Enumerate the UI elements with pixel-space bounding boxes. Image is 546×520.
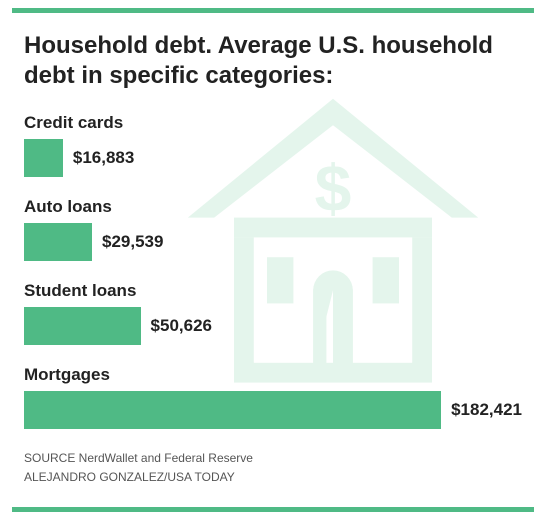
source-line: SOURCE NerdWallet and Federal Reserve [24,449,522,468]
bar-value: $182,421 [451,400,522,420]
bar-wrap: $29,539 [24,223,522,261]
chart-footer: SOURCE NerdWallet and Federal Reserve AL… [24,449,522,487]
bar-label: Student loans [24,281,522,301]
bar [24,307,141,345]
bar-value: $16,883 [73,148,134,168]
bar-value: $29,539 [102,232,163,252]
bar [24,223,92,261]
bar-value: $50,626 [151,316,212,336]
bar-wrap: $182,421 [24,391,522,429]
credit-line: ALEJANDRO GONZALEZ/USA TODAY [24,468,522,487]
bar [24,139,63,177]
bar-row: Student loans $50,626 [24,281,522,345]
chart-rows: Credit cards $16,883 Auto loans $29,539 … [24,113,522,429]
bar-label: Credit cards [24,113,522,133]
bar-wrap: $50,626 [24,307,522,345]
chart-title: Household debt. Average U.S. household d… [24,31,494,91]
bottom-rule [12,507,534,512]
bar-row: Credit cards $16,883 [24,113,522,177]
bar-row: Auto loans $29,539 [24,197,522,261]
bar-label: Mortgages [24,365,522,385]
bar-wrap: $16,883 [24,139,522,177]
chart-content: $ Household debt. Average U.S. household… [0,13,546,487]
bar-row: Mortgages $182,421 [24,365,522,429]
bar-label: Auto loans [24,197,522,217]
bar [24,391,441,429]
